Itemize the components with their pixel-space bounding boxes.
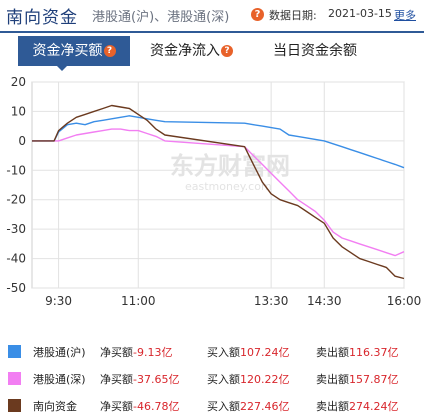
- header-divider: [0, 31, 424, 33]
- watermark-subtext: eastmoney.com: [185, 180, 272, 193]
- series-line: [32, 115, 405, 169]
- legend-sell: 卖出额116.37亿: [316, 346, 399, 359]
- legend-net-buy: 净买额-46.78亿: [100, 400, 180, 413]
- x-tick-label: 16:00: [387, 294, 422, 308]
- x-tick-label: 11:00: [121, 294, 156, 308]
- x-tick-label: 14:30: [307, 294, 342, 308]
- tab-net-buy[interactable]: 资金净买额?: [18, 36, 130, 66]
- page-title: 南向资金: [6, 8, 78, 28]
- legend-swatch: [8, 399, 21, 412]
- tab-net-buy-label: 资金净买额: [32, 43, 103, 59]
- legend-net-buy: 净买额-9.13亿: [100, 346, 173, 359]
- legend-row-sz: 港股通(深) 净买额-37.65亿 买入额120.22亿 卖出额157.87亿: [0, 369, 424, 391]
- tab-help-icon[interactable]: ?: [103, 45, 116, 57]
- legend-buy: 买入额120.22亿: [207, 373, 290, 386]
- tab-net-inflow[interactable]: 资金净流入?: [150, 36, 260, 66]
- y-tick-label: 20: [11, 75, 26, 89]
- y-tick-label: -30: [6, 222, 26, 236]
- x-tick-label: 9:30: [45, 294, 72, 308]
- tab-bar: 资金净买额? 资金净流入? 当日资金余额: [0, 36, 424, 66]
- legend-sell: 卖出额157.87亿: [316, 373, 399, 386]
- watermark-text: 东方财富网: [170, 152, 290, 180]
- legend-swatch: [8, 345, 21, 358]
- y-tick-label: 10: [11, 104, 26, 118]
- series-lines: [32, 104, 405, 280]
- tab-balance[interactable]: 当日资金余额: [273, 36, 383, 66]
- tab-help-icon[interactable]: ?: [221, 45, 233, 57]
- series-line: [32, 104, 405, 280]
- date-value: 2021-03-15: [328, 7, 392, 20]
- legend-swatch: [8, 372, 21, 385]
- y-tick-label: -20: [6, 193, 26, 207]
- help-icon[interactable]: ?: [251, 8, 264, 21]
- y-tick-label: 0: [18, 134, 26, 148]
- net-buy-chart: 东方财富网 eastmoney.com 20 10 0 -10 -20 -30 -40 -50…: [6, 75, 421, 308]
- chart-grid: [31, 81, 405, 289]
- legend-sell: 卖出额274.24亿: [316, 400, 399, 413]
- legend-row-sh: 港股通(沪) 净买额-9.13亿 买入额107.24亿 卖出额116.37亿: [0, 342, 424, 364]
- legend-buy: 买入额107.24亿: [207, 346, 290, 359]
- page-subtitle: 港股通(沪)、港股通(深): [92, 10, 230, 25]
- y-tick-label: -10: [6, 163, 26, 177]
- legend-name: 港股通(沪): [33, 346, 86, 359]
- legend-buy: 买入额227.46亿: [207, 400, 290, 413]
- x-axis-labels: 9:30 11:00 13:30 14:30 16:00: [45, 294, 421, 308]
- y-axis-labels: 20 10 0 -10 -20 -30 -40 -50: [6, 75, 26, 295]
- legend-name: 港股通(深): [33, 373, 86, 386]
- tab-balance-label: 当日资金余额: [273, 43, 357, 59]
- plot-frame: [31, 81, 405, 289]
- legend-net-buy: 净买额-37.65亿: [100, 373, 180, 386]
- x-tick-label: 13:30: [254, 294, 289, 308]
- header: 南向资金 港股通(沪)、港股通(深) ? 数据日期: 2021-03-15 更多: [0, 0, 424, 30]
- more-link[interactable]: 更多: [394, 9, 416, 22]
- legend-row-south: 南向资金 净买额-46.78亿 买入额227.46亿 卖出额274.24亿: [0, 396, 424, 418]
- tab-net-inflow-label: 资金净流入: [150, 43, 220, 59]
- watermark-logo: 东方财富网 eastmoney.com: [170, 152, 290, 193]
- y-tick-label: -50: [6, 281, 26, 295]
- date-label: 数据日期:: [269, 9, 317, 22]
- legend-name: 南向资金: [33, 400, 77, 413]
- series-line: [32, 128, 405, 257]
- y-tick-label: -40: [6, 252, 26, 266]
- tab-active-caret: [57, 66, 67, 71]
